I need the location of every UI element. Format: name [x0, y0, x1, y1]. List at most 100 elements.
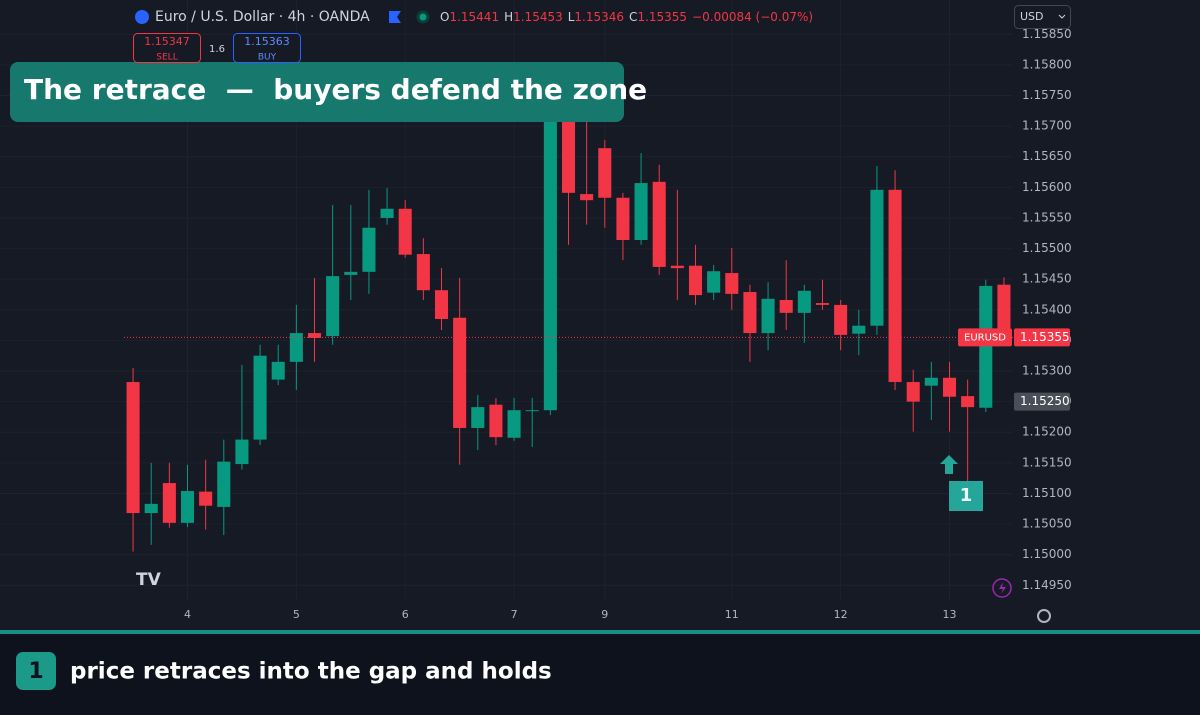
candle-body	[126, 382, 140, 514]
candle-body	[961, 396, 975, 408]
symbol: Euro / U.S. Dollar · 4h · OANDA	[155, 9, 370, 25]
buy-price: 1.15363	[244, 35, 290, 48]
candle-body	[489, 404, 503, 438]
banner-text: The retrace — buyers defend the zone	[24, 73, 647, 106]
currency-dropdown[interactable]	[1014, 5, 1071, 29]
candle-body	[852, 325, 866, 334]
crosshair-price-box	[1014, 392, 1070, 411]
y-tick-label: 1.15150	[1022, 455, 1072, 469]
y-tick-label: 1.15050	[1022, 517, 1072, 531]
change: −0.00084 (−0.07%)	[692, 10, 813, 24]
annotation-box	[949, 481, 983, 511]
candle-body	[271, 361, 285, 380]
symbol-icon	[135, 10, 149, 24]
footer-border	[0, 630, 1200, 634]
candle-body	[997, 284, 1011, 338]
sell-button[interactable]	[133, 33, 201, 63]
y-tick-label: 1.15300	[1022, 364, 1072, 378]
ohlc-value: 1.15453	[513, 10, 563, 24]
ohlc-value: 1.15441	[449, 10, 499, 24]
candle-body	[815, 303, 830, 305]
x-tick-label: 12	[834, 608, 848, 621]
candle-body	[870, 189, 884, 326]
candle-body	[235, 439, 249, 465]
lightning-icon[interactable]	[992, 578, 1012, 598]
candle-body	[561, 120, 576, 193]
buy-button[interactable]	[233, 33, 301, 63]
footer-marker	[16, 652, 56, 690]
y-tick-label: 1.15800	[1022, 57, 1072, 71]
sell-price: 1.15347	[144, 35, 190, 48]
candle-body	[779, 300, 793, 313]
candle-body	[362, 227, 376, 272]
y-tick-label: 1.15700	[1022, 119, 1072, 133]
candle-body	[344, 271, 358, 275]
ohlc-label: H	[504, 10, 513, 24]
y-tick-label: 1.15550	[1022, 210, 1072, 224]
candle-body	[725, 273, 739, 294]
candle-body	[580, 194, 594, 201]
candle-body	[834, 304, 848, 335]
footer	[0, 630, 1200, 715]
y-tick-label: 1.14950	[1022, 578, 1072, 592]
tv-logo: TV	[136, 570, 162, 590]
footer-text: price retraces into the gap and holds	[70, 659, 552, 685]
last-price-value: 1.15355	[1020, 330, 1070, 344]
footer-marker-label: 1	[28, 659, 43, 684]
spread: 1.6	[209, 44, 225, 55]
x-tick-label: 7	[511, 608, 518, 621]
candle-body	[326, 276, 340, 337]
candle-body	[416, 254, 430, 291]
candle-body	[906, 382, 920, 402]
x-tick-label: 4	[184, 608, 191, 621]
ohlc: O1.15441 H1.15453 L1.15346 C1.15355 −0.00084…	[440, 10, 813, 24]
annotation-label: 1	[960, 485, 973, 506]
candle-body	[652, 181, 666, 267]
candle-body	[253, 355, 267, 440]
status-dot	[416, 10, 430, 24]
y-tick-label: 1.15850	[1022, 27, 1072, 41]
y-tick-label: 1.15450	[1022, 272, 1072, 286]
last-price-symbol: EURUSD	[964, 332, 1006, 343]
candle-body	[743, 292, 757, 334]
last-price-box	[1014, 328, 1070, 347]
candle-body	[543, 120, 557, 411]
candle-body	[598, 148, 612, 198]
y-tick-label: 1.15750	[1022, 88, 1072, 102]
x-tick-label: 6	[402, 608, 409, 621]
candle-body	[924, 377, 938, 386]
currency: USD	[1020, 10, 1044, 23]
price-axis: 1.14950 1.15000 1.15050 1.15100 1.15150 1.152…	[184, 27, 1072, 621]
candle-body	[688, 265, 703, 296]
y-tick-label: 1.15400	[1022, 302, 1072, 316]
y-tick-label: 1.15200	[1022, 425, 1072, 439]
ohlc-value: 1.15346	[574, 10, 624, 24]
ohlc-label: C	[629, 10, 637, 24]
candle-body	[761, 298, 775, 334]
x-tick-label: 11	[725, 608, 739, 621]
crosshair-price-label: 1.15250	[1020, 394, 1070, 408]
candle-body	[434, 290, 449, 319]
candle-body	[979, 285, 993, 408]
candle-body	[199, 491, 213, 506]
y-tick-label: 1.15600	[1022, 180, 1072, 194]
flag-icon	[389, 11, 401, 23]
annotation-arrow	[940, 455, 958, 474]
candle-body	[888, 189, 902, 383]
candle-body	[162, 483, 176, 523]
plot	[124, 99, 1013, 552]
candle-body	[471, 407, 485, 428]
lightning	[999, 582, 1006, 594]
candle-body	[180, 491, 195, 523]
last-price-tag	[958, 328, 1012, 347]
ohlc-label: O	[440, 10, 449, 24]
y-tick-label: 1.15000	[1022, 547, 1072, 561]
candle-body	[144, 503, 158, 514]
candle-body	[797, 290, 811, 313]
settings-icon[interactable]	[1037, 609, 1051, 623]
ohlc-label: L	[568, 10, 575, 24]
chevron	[1058, 14, 1066, 19]
x-tick-label: 5	[293, 608, 300, 621]
candle-body	[634, 183, 648, 240]
